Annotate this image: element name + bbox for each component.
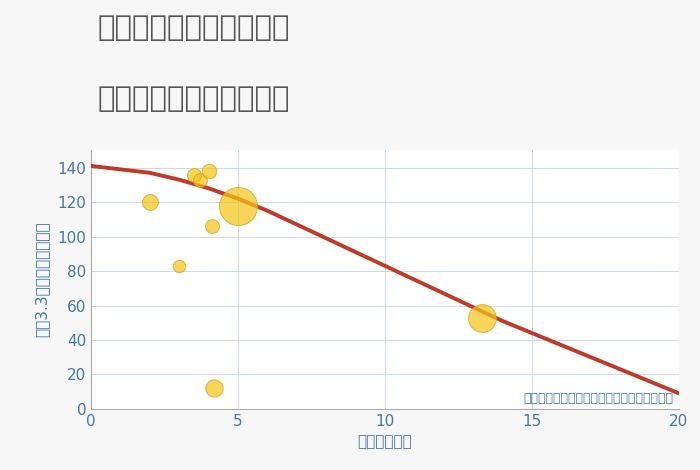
Point bbox=[206, 222, 217, 230]
Text: 円の大きさは、取引のあった物件面積を示す: 円の大きさは、取引のあった物件面積を示す bbox=[523, 392, 673, 406]
Y-axis label: 坪（3.3㎡）単価（万円）: 坪（3.3㎡）単価（万円） bbox=[34, 222, 49, 337]
Point bbox=[203, 167, 214, 175]
Text: 駅距離別中古戸建て価格: 駅距離別中古戸建て価格 bbox=[98, 85, 290, 113]
Point bbox=[209, 384, 220, 392]
Point bbox=[174, 262, 185, 270]
X-axis label: 駅距離（分）: 駅距離（分） bbox=[358, 434, 412, 449]
Point bbox=[477, 314, 488, 321]
Point bbox=[144, 198, 155, 206]
Point bbox=[232, 202, 244, 209]
Point bbox=[194, 176, 205, 183]
Point bbox=[188, 171, 199, 178]
Text: 兵庫県尼崎市東塚口町の: 兵庫県尼崎市東塚口町の bbox=[98, 14, 290, 42]
